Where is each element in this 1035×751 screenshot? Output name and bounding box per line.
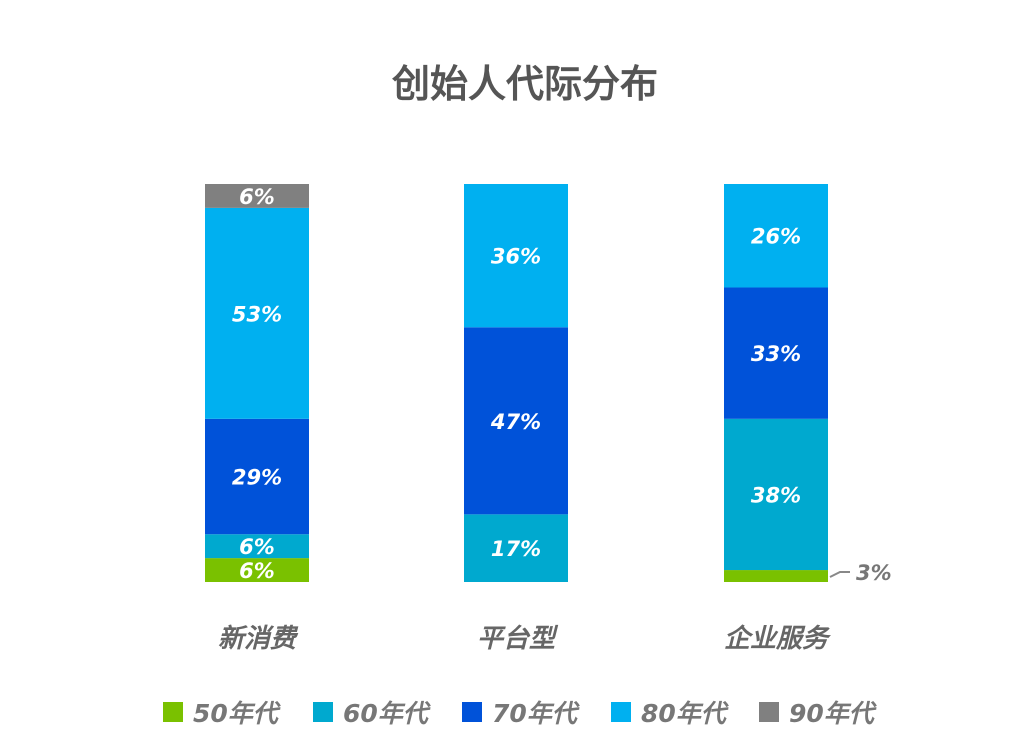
data-label: 6% <box>239 559 275 583</box>
legend-label: 90年代 <box>789 699 878 728</box>
bar-segment <box>205 534 309 559</box>
data-label: 36% <box>491 245 541 269</box>
bar-segment <box>724 418 828 571</box>
bar-segment <box>205 184 309 208</box>
legend-item: 90年代 <box>759 699 878 728</box>
data-label: 3% <box>856 561 892 585</box>
bar-segment <box>205 207 309 419</box>
chart-title: 创始人代际分布 <box>392 62 658 106</box>
bar-segment <box>724 184 828 288</box>
legend-swatch <box>611 702 631 722</box>
data-label: 38% <box>751 483 801 507</box>
bar-segment <box>464 514 568 582</box>
bar-segment <box>464 184 568 328</box>
legend-item: 80年代 <box>611 699 730 728</box>
category-label: 企业服务 <box>724 624 832 654</box>
legend-label: 70年代 <box>492 699 581 728</box>
bar-segment <box>205 558 309 582</box>
legend-label: 60年代 <box>343 699 432 728</box>
legend-swatch <box>163 702 183 722</box>
bar-segment <box>724 287 828 419</box>
bar-segment <box>205 418 309 535</box>
data-label: 33% <box>751 342 801 366</box>
category-label: 新消费 <box>218 624 299 654</box>
data-label: 29% <box>232 466 282 490</box>
legend-swatch <box>462 702 482 722</box>
data-label: 53% <box>232 302 282 326</box>
category-label: 平台型 <box>477 624 559 654</box>
data-label: 26% <box>751 225 801 249</box>
bar-segment <box>724 570 828 582</box>
data-label: 6% <box>239 185 275 209</box>
data-label: 6% <box>239 535 275 559</box>
legend-label: 80年代 <box>641 699 730 728</box>
legend-swatch <box>313 702 333 722</box>
data-label: 17% <box>491 537 541 561</box>
legend-swatch <box>759 702 779 722</box>
legend-item: 70年代 <box>462 699 581 728</box>
legend-label: 50年代 <box>193 699 282 728</box>
legend-item: 50年代 <box>163 699 282 728</box>
leader-line <box>829 571 850 578</box>
legend-item: 60年代 <box>313 699 432 728</box>
bar-segment <box>464 327 568 515</box>
data-label: 47% <box>490 410 541 434</box>
